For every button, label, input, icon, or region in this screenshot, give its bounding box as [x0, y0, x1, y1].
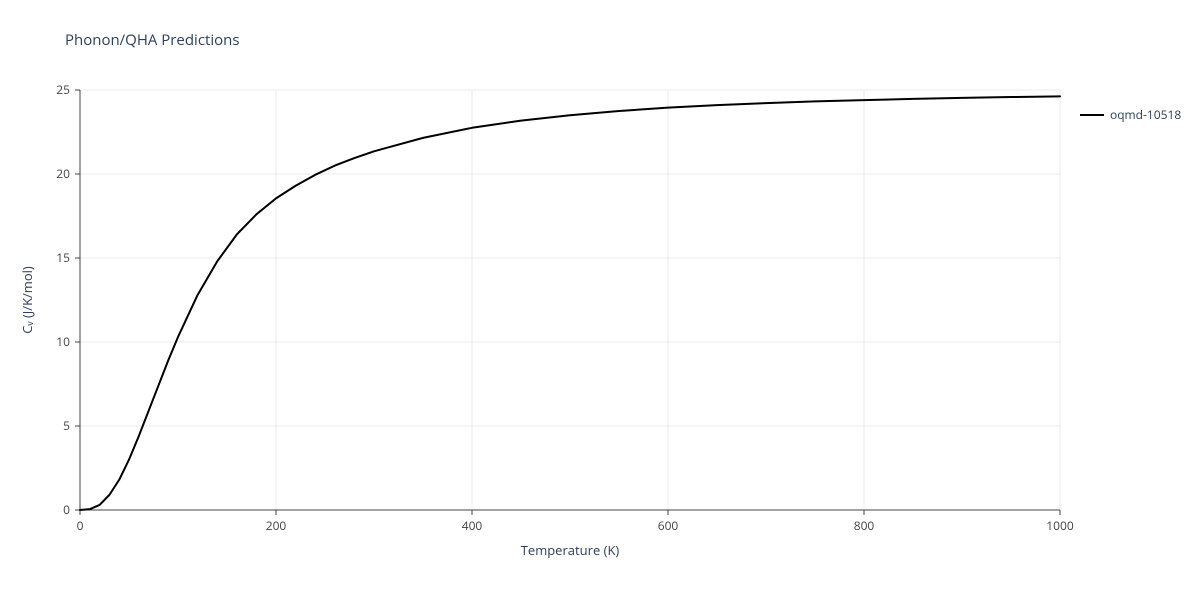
line-chart[interactable]: 0 200 400 600 800 1000 0 5 10 15 20 25 Temperature (… — [0, 0, 1200, 600]
x-axis-label: Temperature (K) — [521, 541, 620, 559]
svg-text:5: 5 — [63, 417, 70, 434]
svg-text:600: 600 — [658, 517, 679, 534]
svg-text:1000: 1000 — [1046, 517, 1074, 534]
legend-label-0[interactable]: oqmd-10518 — [1110, 106, 1181, 123]
svg-text:400: 400 — [462, 517, 483, 534]
svg-text:10: 10 — [56, 333, 70, 350]
svg-text:800: 800 — [854, 517, 875, 534]
svg-text:0: 0 — [63, 501, 70, 518]
svg-text:25: 25 — [56, 81, 70, 98]
svg-text:20: 20 — [56, 165, 70, 182]
svg-text:0: 0 — [77, 517, 84, 534]
y-axis-label: Cᵥ (J/K/mol) — [18, 266, 36, 334]
chart-title: Phonon/QHA Predictions — [65, 30, 240, 50]
svg-text:200: 200 — [266, 517, 287, 534]
svg-text:15: 15 — [56, 249, 70, 266]
chart-container: Phonon/QHA Predictions 02004006008001000… — [0, 0, 1200, 600]
